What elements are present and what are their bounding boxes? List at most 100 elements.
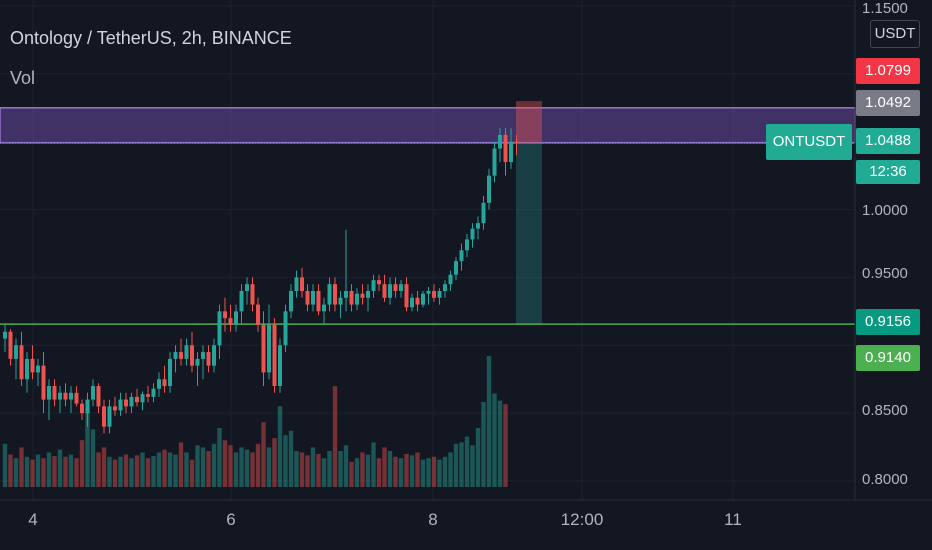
candle-body: [327, 284, 332, 305]
volume-bar: [167, 452, 173, 487]
candle-body: [487, 175, 491, 203]
volume-bar: [332, 386, 338, 487]
volume-bar: [129, 458, 134, 487]
time-tick: 11: [724, 510, 742, 529]
candle-body: [25, 358, 29, 380]
volume-bar: [420, 459, 426, 487]
volume-bar: [200, 447, 206, 487]
candle-body: [465, 239, 469, 251]
candle-body: [91, 386, 95, 400]
candle-body: [245, 284, 249, 291]
candle-body: [503, 134, 508, 163]
volume-indicator-label[interactable]: Vol: [10, 68, 36, 88]
volume-bar: [2, 443, 8, 487]
candle-body: [58, 392, 62, 400]
candle-body: [69, 392, 73, 400]
candle-body: [151, 388, 156, 397]
volume-bar: [112, 459, 118, 487]
candle-body: [8, 331, 13, 359]
volume-bar: [294, 451, 299, 487]
stop-price-tag: 1.0799: [856, 58, 920, 84]
candle-body: [157, 379, 161, 389]
candle-body: [223, 311, 227, 319]
candle-body: [481, 202, 486, 224]
volume-bar: [497, 400, 503, 487]
candle-body: [509, 141, 513, 163]
volume-bar: [57, 449, 63, 487]
candle-body: [388, 284, 392, 298]
candle-body: [470, 228, 475, 240]
candle-body: [311, 291, 315, 305]
bar-countdown: 12:36: [856, 160, 920, 184]
candle-body: [426, 291, 431, 294]
price-tick: 0.8500: [862, 402, 908, 419]
candle-body: [14, 345, 18, 359]
volume-bar: [244, 449, 250, 487]
candle-body: [118, 399, 123, 411]
candle-body: [96, 386, 101, 407]
candle-body: [443, 284, 447, 291]
price-tick: 1.0000: [862, 202, 908, 219]
last-price-tag: 1.0488: [856, 128, 920, 154]
volume-bar: [299, 452, 305, 487]
volume-bar: [310, 447, 316, 487]
volume-bar: [349, 461, 354, 487]
volume-bar: [321, 458, 327, 487]
candle-body: [404, 284, 409, 308]
volume-bar: [486, 355, 492, 487]
candle-body: [212, 345, 216, 366]
candle-body: [52, 386, 57, 400]
volume-bar: [228, 445, 233, 487]
candle-body: [492, 148, 497, 176]
symbol-tag: ONTUSDT: [766, 124, 852, 160]
candle-body: [432, 291, 436, 298]
candle-body: [168, 358, 172, 386]
drawing-zones[interactable]: [0, 101, 856, 325]
candle-body: [195, 358, 200, 366]
candle-body: [201, 352, 205, 359]
volume-bar: [376, 458, 382, 487]
volume-bar: [145, 458, 151, 487]
volume-bar: [316, 453, 321, 487]
candle-body: [344, 291, 348, 298]
volume-bar: [79, 440, 85, 487]
candle-body: [338, 297, 343, 305]
volume-bar: [233, 452, 239, 487]
volume-bar: [206, 451, 211, 487]
volume-bar: [156, 452, 162, 487]
candle-body: [349, 291, 354, 305]
candle-body: [448, 274, 453, 285]
candle-body: [305, 291, 310, 305]
candle-body: [129, 396, 134, 407]
candle-body: [399, 284, 403, 291]
currency-button[interactable]: USDT: [870, 20, 920, 48]
time-tick: 8: [428, 510, 438, 529]
candle-body: [124, 399, 128, 407]
candle-body: [514, 141, 519, 144]
volume-bar: [101, 447, 107, 487]
candle-body: [102, 406, 106, 427]
candle-body: [47, 386, 51, 400]
volume-bar: [288, 430, 294, 487]
volume-bar: [343, 445, 349, 487]
candle-body: [146, 394, 150, 397]
candle-body: [190, 345, 194, 366]
support-price-tag: 0.9156: [856, 309, 920, 335]
candle-body: [80, 403, 84, 414]
candle-body: [135, 396, 139, 403]
volume-bar: [503, 404, 508, 487]
volume-bar: [442, 456, 448, 487]
volume-bar: [492, 393, 497, 487]
volume-bars: [2, 355, 508, 487]
candle-body: [217, 311, 222, 346]
candle-body: [179, 352, 183, 359]
candle-body: [234, 311, 238, 325]
price-tick: 0.8000: [862, 471, 908, 488]
candle-body: [360, 293, 365, 298]
candle-body: [377, 280, 381, 285]
volume-bar: [387, 451, 393, 487]
volume-bar: [283, 435, 288, 487]
candle-body: [289, 291, 293, 312]
volume-bar: [74, 458, 79, 487]
